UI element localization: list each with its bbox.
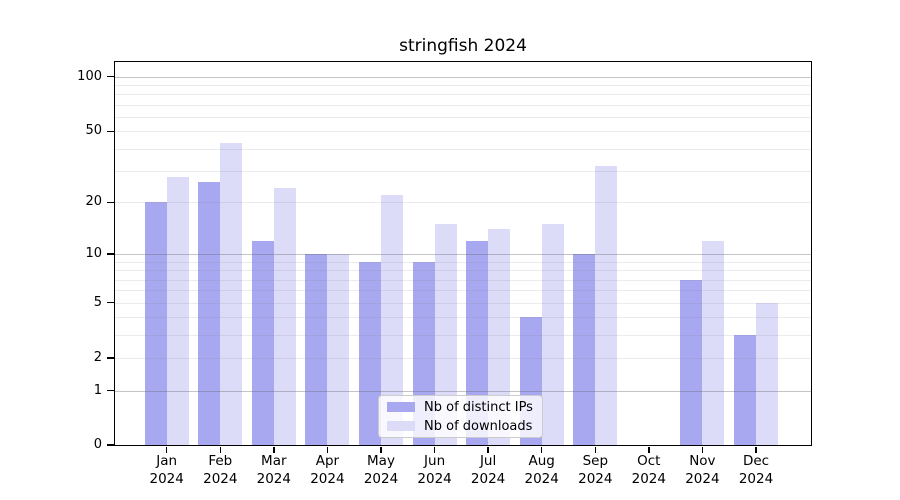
bar-ips-apr (305, 254, 328, 445)
gridline-minor-80 (115, 94, 811, 96)
ytick-mark-100 (107, 75, 114, 78)
gridline-minor-5 (115, 302, 811, 304)
bar-downloads-dec (756, 302, 778, 445)
xtick-label-aug: Aug 2024 (524, 453, 559, 487)
bar-downloads-sep (595, 166, 618, 445)
legend-swatch-downloads (387, 420, 415, 432)
ytick-mark-1 (107, 389, 114, 392)
ytick-label-100: 100 (77, 68, 102, 84)
ytick-label-50: 50 (85, 123, 102, 139)
chart-title: stringfish 2024 (399, 36, 527, 56)
gridline-minor-70 (115, 104, 811, 106)
xtick-label-jun: Jun 2024 (417, 453, 452, 487)
gridline-minor-4 (115, 317, 811, 319)
gridline-minor-8 (115, 270, 811, 272)
xtick-mark-mar (273, 446, 275, 453)
bar-downloads-nov (702, 240, 725, 445)
xtick-label-jan: Jan 2024 (149, 453, 184, 487)
xtick-label-dec: Dec 2024 (738, 453, 774, 487)
xtick-mark-jan (165, 446, 168, 453)
bar-downloads-jan (166, 176, 189, 445)
gridline-major-10 (115, 254, 811, 256)
ytick-mark-20 (107, 201, 114, 204)
xtick-label-oct: Oct 2024 (631, 453, 666, 487)
xtick-mark-dec (755, 446, 757, 453)
gridline-minor-40 (115, 148, 811, 150)
xtick-mark-may (380, 446, 382, 453)
bar-ips-nov (680, 279, 703, 445)
ytick-label-0: 0 (93, 437, 102, 452)
bar-ips-dec (734, 335, 756, 445)
gridline-minor-2 (115, 358, 811, 360)
legend-entry-downloads: Nb of downloads (387, 418, 542, 435)
legend: Nb of distinct IPs Nb of downloads (378, 395, 543, 438)
xtick-label-may: May 2024 (363, 453, 399, 487)
ytick-label-1: 1 (93, 382, 102, 398)
bar-downloads-jun (434, 224, 457, 445)
bar-ips-jan (144, 202, 167, 445)
ytick-mark-2 (107, 357, 114, 359)
xtick-mark-jul (487, 446, 489, 453)
gridline-minor-7 (115, 279, 811, 281)
gridline-minor-3 (115, 335, 811, 336)
bar-downloads-feb (220, 143, 243, 445)
gridline-minor-6 (115, 290, 811, 292)
gridline-minor-30 (115, 171, 811, 173)
xtick-mark-oct (648, 446, 650, 453)
legend-label-distinct-ips: Nb of distinct IPs (424, 399, 533, 415)
ytick-label-2: 2 (93, 350, 102, 366)
gridline-minor-9 (115, 261, 811, 263)
gridline-minor-60 (115, 117, 811, 118)
bar-downloads-mar (273, 188, 296, 445)
xtick-mark-sep (594, 446, 596, 453)
xtick-mark-feb (219, 446, 221, 453)
bar-ips-feb (198, 182, 221, 445)
gridline-major-1 (115, 390, 811, 392)
bar-downloads-jul (488, 229, 511, 445)
gridline-minor-90 (115, 84, 811, 86)
legend-entry-distinct-ips: Nb of distinct IPs (387, 399, 542, 416)
ytick-mark-0 (107, 444, 114, 446)
bar-ips-jul (466, 240, 489, 445)
xtick-mark-apr (326, 446, 329, 453)
bar-downloads-apr (327, 254, 350, 445)
ytick-label-5: 5 (93, 294, 102, 310)
gridline-minor-20 (115, 202, 811, 204)
xtick-label-feb: Feb 2024 (203, 453, 238, 487)
legend-swatch-distinct-ips (387, 401, 415, 413)
xtick-label-jul: Jul 2024 (470, 453, 506, 487)
xtick-label-apr: Apr 2024 (310, 453, 345, 487)
ytick-mark-5 (107, 301, 114, 304)
bar-ips-sep (573, 254, 596, 445)
bar-downloads-aug (541, 224, 564, 445)
xtick-mark-aug (540, 446, 543, 453)
xtick-label-nov: Nov 2024 (685, 453, 720, 487)
bar-ips-may (359, 261, 381, 445)
ytick-mark-10 (107, 253, 114, 255)
legend-label-downloads: Nb of downloads (424, 418, 533, 434)
gridline-major-100 (115, 76, 811, 78)
ytick-mark-50 (107, 130, 114, 132)
plot-area (115, 62, 811, 445)
ytick-label-10: 10 (85, 246, 102, 262)
xtick-mark-jun (433, 446, 436, 453)
xtick-label-mar: Mar 2024 (256, 453, 291, 487)
gridline-minor-50 (115, 131, 811, 133)
xtick-mark-nov (701, 446, 704, 453)
bar-ips-mar (251, 240, 274, 445)
xtick-label-sep: Sep 2024 (578, 453, 613, 487)
bar-downloads-may (381, 195, 403, 445)
ytick-label-20: 20 (85, 194, 102, 210)
